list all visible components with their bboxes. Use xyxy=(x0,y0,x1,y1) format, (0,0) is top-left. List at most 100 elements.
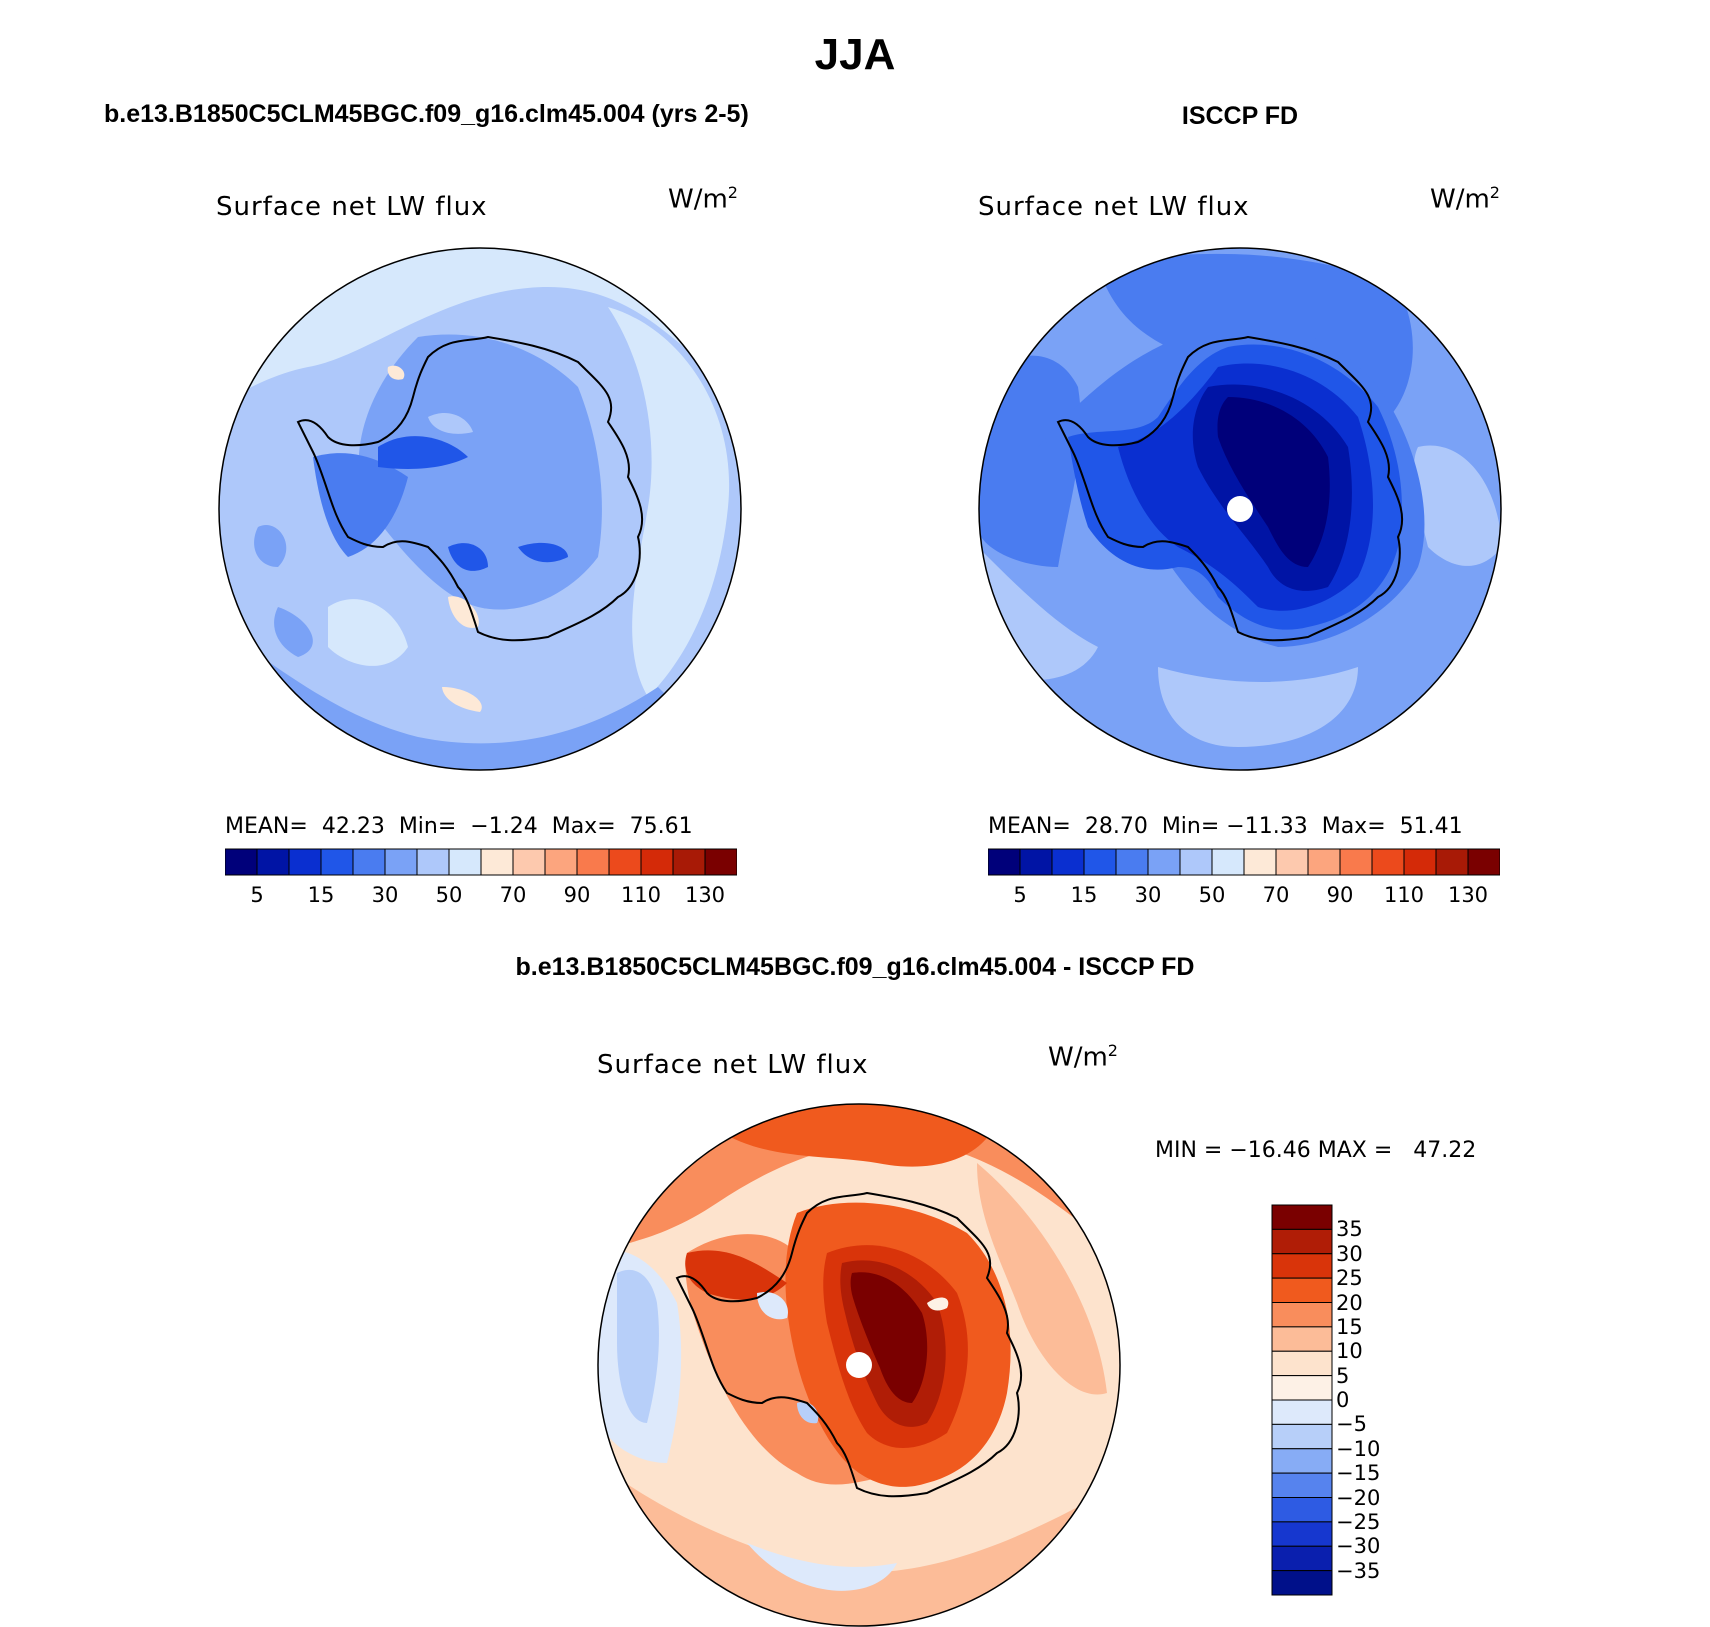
colorbar-swatch xyxy=(288,848,322,876)
right-panel-case-title: ISCCP FD xyxy=(1181,102,1299,130)
colorbar-tick-label: 15 xyxy=(1336,1314,1363,1339)
left-panel-case-title: b.e13.B1850C5CLM45BGC.f09_g16.clm45.004 … xyxy=(104,100,749,128)
diff-units-label: W/m2 xyxy=(1048,1041,1118,1073)
left-units-label: W/m2 xyxy=(668,183,738,215)
colorbar-tick-label: 130 xyxy=(1447,883,1489,907)
colorbar-tick-label: 10 xyxy=(1336,1339,1363,1364)
colorbar-tick-label: 30 xyxy=(1336,1241,1363,1266)
diff-panel-case-title: b.e13.B1850C5CLM45BGC.f09_g16.clm45.004 … xyxy=(515,953,1195,981)
right-colorbar-ticks: 5 15 30 50 70 90 110 130 xyxy=(988,883,1500,909)
colorbar-swatch xyxy=(640,848,674,876)
diff-map xyxy=(597,1103,1121,1627)
colorbar-tick-label: −5 xyxy=(1336,1412,1367,1437)
colorbar-swatch xyxy=(384,848,418,876)
colorbar-swatch xyxy=(1271,1253,1333,1279)
colorbar-tick-label: −30 xyxy=(1336,1534,1381,1559)
colorbar-swatch xyxy=(416,848,450,876)
colorbar-swatch xyxy=(225,848,258,876)
colorbar-tick-label: 50 xyxy=(1198,883,1226,907)
colorbar-tick-label: 30 xyxy=(371,883,399,907)
right-stats: MEAN= 28.70 Min= −11.33 Max= 51.41 xyxy=(988,814,1463,839)
colorbar-swatch xyxy=(1019,848,1053,876)
colorbar-swatch xyxy=(1115,848,1149,876)
colorbar-swatch xyxy=(1403,848,1437,876)
colorbar-tick-label: 5 xyxy=(250,883,264,907)
diff-colorbar-ticks: 35 30 25 20 15 10 5 0 −5 −10 −15 −20 −25 −30 −35 xyxy=(1336,1204,1416,1596)
colorbar-tick-label: −15 xyxy=(1336,1461,1381,1486)
colorbar-swatch xyxy=(1271,1204,1333,1230)
colorbar-swatch xyxy=(1147,848,1181,876)
colorbar-swatch xyxy=(1271,1228,1333,1255)
colorbar-tick-label: 0 xyxy=(1336,1388,1350,1412)
right-units-label: W/m2 xyxy=(1430,183,1500,215)
colorbar-tick-label: 25 xyxy=(1336,1266,1363,1291)
colorbar-swatch xyxy=(704,848,737,876)
colorbar-tick-label: 15 xyxy=(1070,883,1098,907)
colorbar-swatch xyxy=(1271,1302,1333,1328)
colorbar-tick-label: 5 xyxy=(1336,1363,1350,1388)
colorbar-swatch xyxy=(672,848,706,876)
colorbar-swatch xyxy=(544,848,578,876)
diff-variable-label: Surface net LW flux xyxy=(597,1050,869,1080)
colorbar-swatch xyxy=(1271,1497,1333,1523)
colorbar-swatch xyxy=(1271,1448,1333,1474)
colorbar-tick-label: 20 xyxy=(1336,1290,1363,1315)
colorbar-tick-label: 50 xyxy=(435,883,463,907)
colorbar-swatch xyxy=(1271,1399,1333,1425)
colorbar-swatch xyxy=(988,848,1021,876)
page-title: JJA xyxy=(814,30,896,79)
colorbar-tick-label: 35 xyxy=(1336,1217,1363,1242)
colorbar-swatch xyxy=(1211,848,1245,876)
right-colorbar xyxy=(988,848,1500,876)
colorbar-tick-label: −35 xyxy=(1336,1558,1381,1583)
colorbar-swatch xyxy=(1243,848,1277,876)
colorbar-swatch xyxy=(1179,848,1213,876)
colorbar-swatch xyxy=(352,848,386,876)
colorbar-swatch xyxy=(1467,848,1500,876)
colorbar-swatch xyxy=(1051,848,1085,876)
colorbar-swatch xyxy=(1271,1277,1333,1303)
colorbar-tick-label: −25 xyxy=(1336,1509,1381,1534)
colorbar-swatch xyxy=(1271,1326,1333,1352)
colorbar-swatch xyxy=(480,848,514,876)
colorbar-tick-label: 5 xyxy=(1013,883,1027,907)
colorbar-swatch xyxy=(1307,848,1341,876)
colorbar-swatch xyxy=(1271,1472,1333,1498)
left-colorbar xyxy=(225,848,737,876)
colorbar-swatch xyxy=(576,848,610,876)
colorbar-swatch xyxy=(1371,848,1405,876)
left-map xyxy=(218,247,742,771)
left-stats: MEAN= 42.23 Min= −1.24 Max= 75.61 xyxy=(225,814,693,839)
colorbar-swatch xyxy=(448,848,482,876)
colorbar-tick-label: 70 xyxy=(499,883,527,907)
colorbar-tick-label: 90 xyxy=(563,883,591,907)
colorbar-tick-label: 90 xyxy=(1326,883,1354,907)
colorbar-tick-label: 70 xyxy=(1262,883,1290,907)
colorbar-tick-label: 130 xyxy=(684,883,726,907)
colorbar-swatch xyxy=(1271,1570,1333,1596)
colorbar-swatch xyxy=(256,848,290,876)
colorbar-swatch xyxy=(1083,848,1117,876)
colorbar-tick-label: 110 xyxy=(1383,883,1425,907)
colorbar-swatch xyxy=(608,848,642,876)
colorbar-swatch xyxy=(1275,848,1309,876)
left-variable-label: Surface net LW flux xyxy=(216,192,488,222)
colorbar-swatch xyxy=(1271,1423,1333,1450)
colorbar-swatch xyxy=(1271,1375,1333,1401)
colorbar-swatch xyxy=(1271,1350,1333,1377)
right-map xyxy=(978,247,1502,771)
colorbar-tick-label: 30 xyxy=(1134,883,1162,907)
colorbar-tick-label: 110 xyxy=(620,883,662,907)
colorbar-tick-label: −20 xyxy=(1336,1485,1381,1510)
diff-colorbar xyxy=(1271,1204,1333,1596)
left-colorbar-ticks: 5 15 30 50 70 90 110 130 xyxy=(225,883,737,909)
colorbar-swatch xyxy=(1271,1521,1333,1547)
colorbar-swatch xyxy=(1339,848,1373,876)
colorbar-tick-label: 15 xyxy=(307,883,335,907)
colorbar-tick-label: −10 xyxy=(1336,1436,1381,1461)
right-variable-label: Surface net LW flux xyxy=(978,192,1250,222)
colorbar-swatch xyxy=(1271,1545,1333,1572)
colorbar-swatch xyxy=(1435,848,1469,876)
colorbar-swatch xyxy=(512,848,546,876)
colorbar-swatch xyxy=(320,848,354,876)
